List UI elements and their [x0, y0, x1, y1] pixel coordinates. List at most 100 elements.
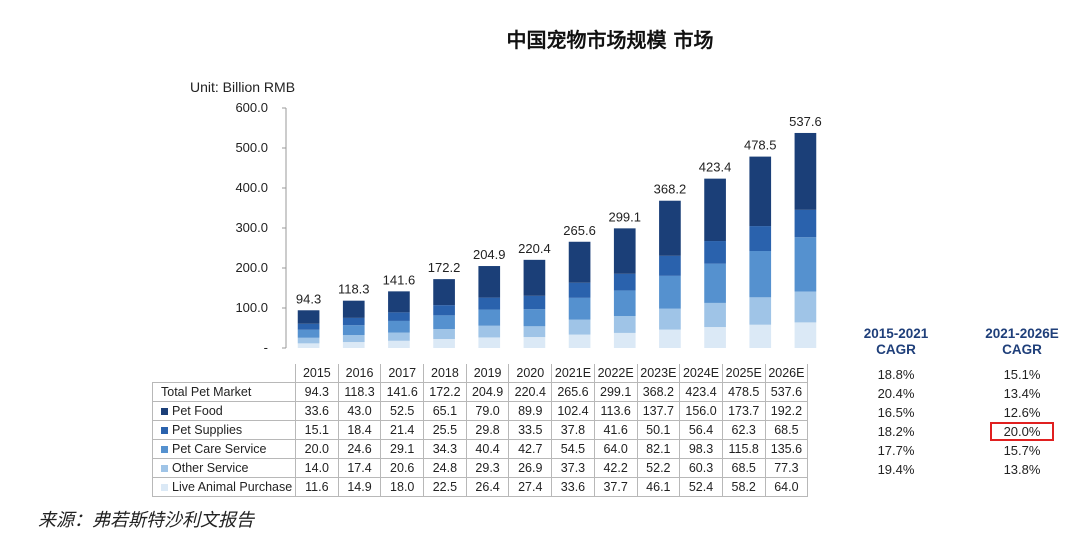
bar-segment-live-animal-purchase [342, 342, 365, 348]
table-cell: 29.3 [465, 458, 510, 478]
bar-segment-pet-food [704, 178, 726, 242]
table-cell: 141.6 [380, 382, 425, 402]
bar-segment-other-service [523, 326, 546, 338]
row-label: Pet Care Service [152, 439, 296, 459]
table-cell: 60.3 [679, 458, 723, 478]
bar-segment-pet-care-service [794, 237, 817, 292]
total-data-label: 537.6 [789, 114, 822, 129]
table-header-row: 2015 2016 2017 2018 2019 2020 2021E 2022E 2023E 2… [153, 364, 809, 383]
table-cell: 89.9 [508, 401, 553, 421]
total-data-label: 423.4 [699, 160, 732, 175]
table-cell: 42.7 [508, 439, 553, 459]
table-cell: 29.8 [465, 420, 510, 440]
bar-segment-other-service [433, 329, 455, 339]
table-cell: 20.6 [380, 458, 425, 478]
bar-segment-other-service [704, 302, 726, 328]
table-cell: 21.4 [380, 420, 425, 440]
table-cell: 25.5 [423, 420, 467, 440]
category-label: 2022E [593, 364, 638, 383]
bar-segment-pet-food [794, 132, 817, 210]
row-label: Total Pet Market [152, 382, 296, 402]
table-cell: 15.1 [295, 420, 339, 440]
cagr-value: 12.6% [1003, 405, 1041, 420]
y-tick-label: 200.0 [235, 260, 268, 275]
table-cell: 33.6 [551, 477, 595, 497]
category-label: 2016 [337, 364, 382, 383]
chart-title: 中国宠物市场规模 市场 [506, 28, 714, 52]
bar-segment-pet-supplies [478, 297, 501, 310]
row-label: Pet Supplies [152, 420, 296, 440]
table-cell: 14.9 [337, 477, 382, 497]
table-row: Total Pet Market 94.3 118.3 141.6 172.2 204.9… [152, 382, 809, 402]
table-cell: 299.1 [593, 382, 638, 402]
table-cell: 37.3 [551, 458, 595, 478]
bar-segment-pet-care-service [297, 329, 320, 338]
highlighted-cagr-value: 20.0% [990, 422, 1054, 441]
total-data-label: 478.5 [744, 138, 777, 153]
table-cell: 115.8 [721, 439, 766, 459]
cagr-2021-2026e-column: 15.1% 13.4% 12.6% 20.0% 15.7% 13.8% [967, 365, 1077, 479]
cagr-value: 20.4% [877, 386, 915, 401]
total-data-label: 265.6 [563, 223, 596, 238]
y-tick-label: - [264, 340, 268, 355]
row-label: Other Service [152, 458, 296, 478]
bar-segment-other-service [659, 308, 681, 330]
table-cell: 37.7 [593, 477, 638, 497]
table-cell: 204.9 [465, 382, 510, 402]
cagr-value: 15.7% [1003, 443, 1041, 458]
table-row: Live Animal Purchase 11.6 14.9 18.0 22.5 26.4… [152, 477, 809, 497]
table-cell: 478.5 [721, 382, 766, 402]
bar-segment-other-service [388, 332, 410, 341]
bar-segment-pet-care-service [704, 263, 726, 303]
total-data-label: 172.2 [428, 260, 461, 275]
y-tick-label: 400.0 [235, 180, 268, 195]
table-cell: 156.0 [679, 401, 723, 421]
table-cell: 43.0 [337, 401, 382, 421]
table-cell: 68.5 [764, 420, 809, 440]
bar-segment-pet-food [433, 279, 455, 306]
bar-segment-pet-supplies [433, 305, 455, 316]
bar-segment-pet-food [568, 241, 591, 283]
bar-segment-other-service [613, 316, 636, 333]
table-cell: 17.4 [337, 458, 382, 478]
table-cell: 26.9 [508, 458, 553, 478]
category-label: 2021E [551, 364, 595, 383]
table-cell: 537.6 [764, 382, 809, 402]
y-tick-label: 600.0 [235, 100, 268, 115]
source-note: 来源：弗若斯特沙利文报告 [38, 510, 254, 531]
bar-segment-other-service [794, 291, 817, 323]
bar-segment-pet-supplies [342, 317, 365, 326]
bar-segment-other-service [478, 325, 501, 338]
table-cell: 54.5 [551, 439, 595, 459]
bar-segment-pet-supplies [388, 312, 410, 321]
category-label: 2017 [380, 364, 425, 383]
table-cell: 192.2 [764, 401, 809, 421]
bar-segment-pet-supplies [704, 241, 726, 264]
legend-swatch [161, 484, 168, 492]
bar-segment-pet-food [659, 200, 681, 256]
cagr-value: 13.8% [1003, 462, 1041, 477]
table-cell: 102.4 [551, 401, 595, 421]
total-data-label: 368.2 [654, 182, 687, 197]
cagr-header-line2: CAGR [1002, 342, 1042, 357]
y-tick-label: 500.0 [235, 140, 268, 155]
bar-segment-pet-care-service [749, 251, 772, 298]
total-data-label: 141.6 [383, 272, 416, 287]
data-table: 2015 2016 2017 2018 2019 2020 2021E 2022E 2023E 2… [152, 364, 809, 497]
table-cell: 11.6 [295, 477, 339, 497]
cagr-value: 18.8% [877, 367, 915, 382]
cagr-value: 17.7% [877, 443, 915, 458]
total-data-label: 220.4 [518, 241, 551, 256]
bar-segment-live-animal-purchase [433, 339, 455, 348]
table-cell: 46.1 [636, 477, 681, 497]
bar-segment-live-animal-purchase [659, 329, 681, 348]
bar-segment-live-animal-purchase [613, 332, 636, 348]
table-cell: 64.0 [764, 477, 809, 497]
table-cell: 18.0 [380, 477, 425, 497]
bar-segment-pet-supplies [613, 273, 636, 291]
series-name: Live Animal Purchase [172, 480, 293, 494]
table-cell: 368.2 [636, 382, 681, 402]
cagr-value: 19.4% [877, 462, 915, 477]
bar-segment-pet-care-service [433, 315, 455, 330]
row-label: Live Animal Purchase [152, 477, 296, 497]
